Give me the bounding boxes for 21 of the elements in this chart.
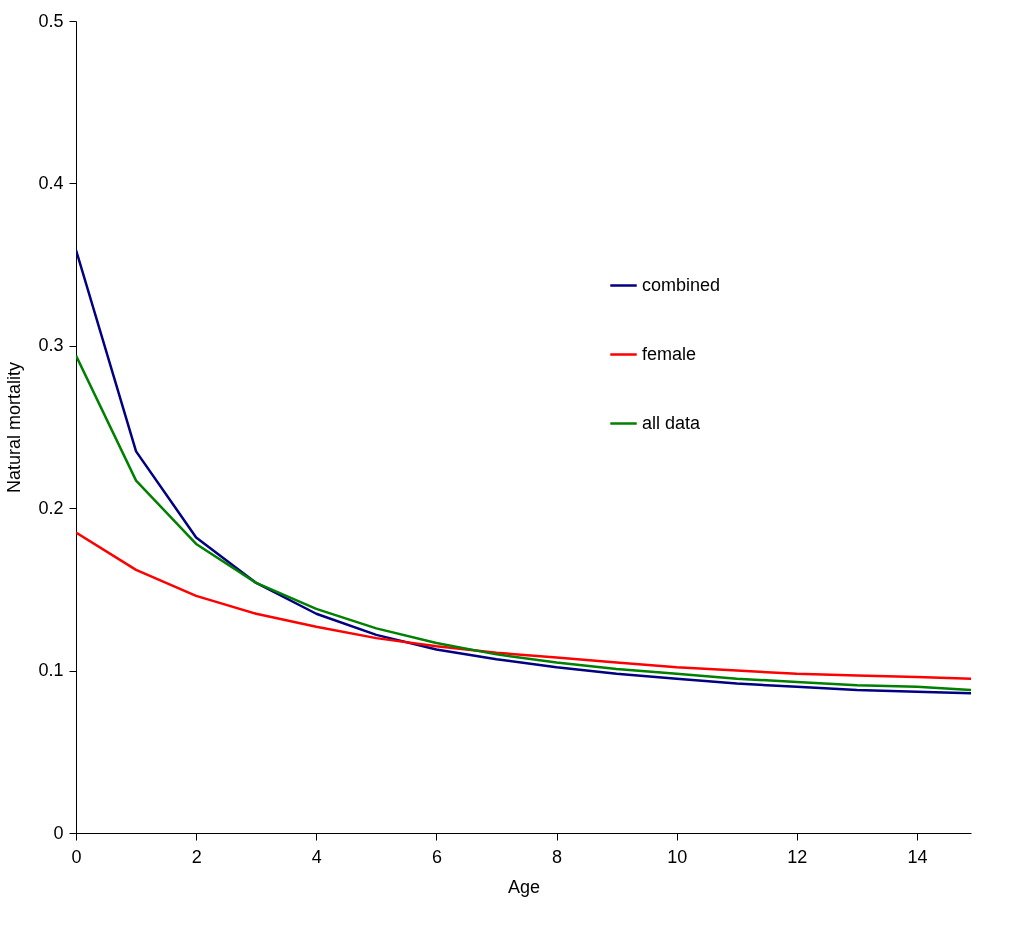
x-tick-label: 14: [907, 846, 928, 867]
x-tick-label: 10: [667, 846, 688, 867]
x-tick-label: 8: [552, 846, 563, 867]
y-axis-title: Natural mortality: [4, 361, 25, 494]
x-axis-title: Age: [507, 876, 541, 897]
legend-label: female: [642, 343, 697, 364]
y-tick-label: 0.1: [38, 660, 64, 681]
y-tick-label: 0: [53, 822, 64, 843]
y-tick-label: 0.5: [38, 10, 64, 31]
line-series: [76, 248, 971, 695]
y-tick-label: 0.2: [38, 497, 64, 518]
x-tick-label: 4: [311, 846, 322, 867]
y-tick-label: 0.4: [38, 172, 64, 193]
x-tick-label: 6: [431, 846, 442, 867]
x-tick-label: 0: [71, 846, 82, 867]
line-series: [76, 531, 971, 680]
x-tick-label: 2: [191, 846, 202, 867]
legend-label: combined: [642, 274, 721, 295]
y-tick-label: 0.3: [38, 335, 64, 356]
legend-label: all data: [642, 412, 702, 433]
x-tick-label: 12: [787, 846, 808, 867]
